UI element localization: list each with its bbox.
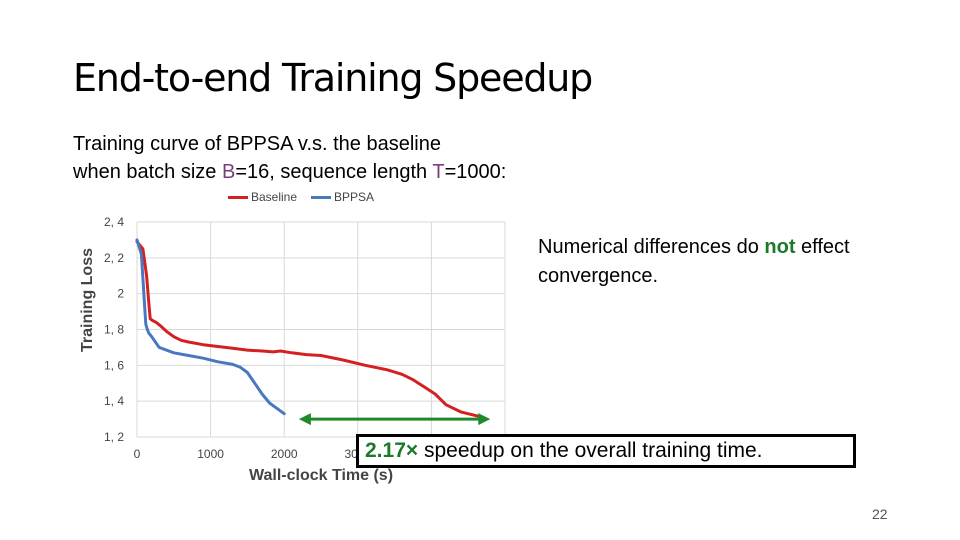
slide-subtitle: Training curve of BPPSA v.s. the baselin… bbox=[73, 130, 506, 186]
page-number: 22 bbox=[872, 506, 888, 522]
subtitle-line-1: Training curve of BPPSA v.s. the baselin… bbox=[73, 133, 441, 155]
y-tick-label: 1, 4 bbox=[104, 394, 124, 408]
x-tick-label: 0 bbox=[134, 447, 141, 461]
y-tick-label: 1, 6 bbox=[104, 358, 124, 372]
speedup-text: speedup on the overall training time. bbox=[418, 439, 763, 462]
y-tick-label: 1, 2 bbox=[104, 430, 124, 444]
note-prefix: Numerical differences do bbox=[538, 236, 765, 258]
speedup-multiplier: 2.17× bbox=[365, 439, 419, 462]
sequence-length-symbol: T bbox=[432, 161, 445, 183]
note-emphasis: not bbox=[764, 236, 796, 258]
slide-title: End-to-end Training Speedup bbox=[73, 56, 593, 100]
x-axis-label: Wall-clock Time (s) bbox=[248, 467, 394, 484]
x-tick-label: 1000 bbox=[197, 447, 224, 461]
legend-swatch-bppsa bbox=[311, 195, 332, 199]
x-tick-label: 2000 bbox=[271, 447, 298, 461]
series-line-bppsa bbox=[135, 238, 286, 416]
y-tick-label: 2, 4 bbox=[104, 215, 124, 229]
subtitle-mid: =16, sequence length bbox=[235, 161, 433, 183]
note-suffix: effect convergence. bbox=[538, 236, 850, 287]
legend-label-baseline: Baseline bbox=[251, 190, 298, 204]
subtitle-suffix: =1000: bbox=[444, 161, 507, 183]
y-tick-label: 2, 2 bbox=[104, 251, 124, 265]
y-tick-label: 1, 8 bbox=[104, 323, 124, 337]
convergence-note: Numerical differences do not effect conv… bbox=[538, 233, 918, 291]
subtitle-prefix: when batch size bbox=[73, 161, 222, 183]
legend-item-bppsa: BPPSA bbox=[311, 190, 374, 204]
chart-legend: Baseline BPPSA bbox=[228, 190, 388, 204]
y-axis-label: Training Loss bbox=[79, 247, 96, 353]
legend-swatch-baseline bbox=[228, 195, 248, 199]
subtitle-line-2: when batch size B=16, sequence length T=… bbox=[73, 158, 506, 186]
y-tick-label: 2 bbox=[117, 287, 124, 301]
legend-label-bppsa: BPPSA bbox=[334, 190, 375, 204]
series-line-baseline bbox=[135, 240, 485, 419]
speedup-arrow-head-left bbox=[298, 413, 311, 426]
batch-size-symbol: B bbox=[221, 161, 236, 183]
speedup-callout: 2.17× speedup on the overall training ti… bbox=[356, 434, 856, 468]
speedup-arrow-head-right bbox=[478, 413, 491, 426]
legend-item-baseline: Baseline bbox=[228, 190, 297, 204]
